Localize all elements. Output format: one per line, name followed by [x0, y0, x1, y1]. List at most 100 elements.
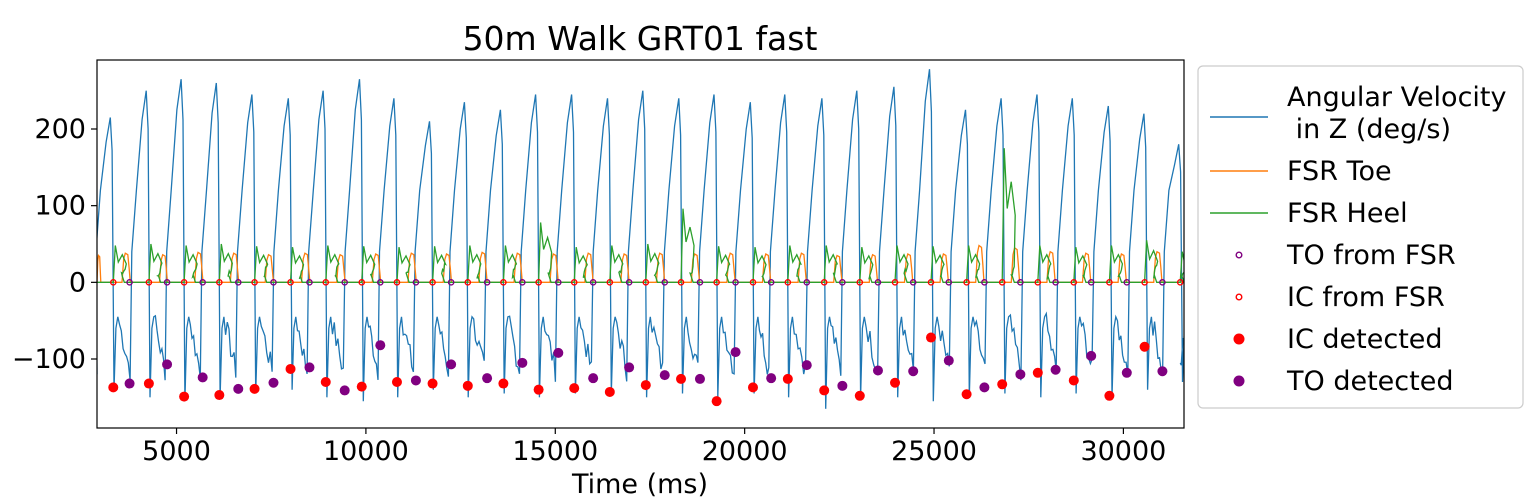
ic-detected-marker — [214, 390, 225, 401]
y-tick-label: 100 — [34, 191, 86, 222]
ic-from-fsr-marker — [642, 279, 650, 286]
to-detected-marker — [659, 370, 670, 381]
ic-from-fsr-marker — [393, 279, 401, 286]
ic-from-fsr-marker — [464, 279, 472, 286]
to-from-fsr-marker — [1052, 279, 1059, 286]
ic-from-fsr-marker — [606, 279, 614, 286]
to-from-fsr-marker — [234, 279, 242, 286]
ic-detected-marker — [108, 382, 119, 393]
ic-detected-marker — [676, 373, 687, 384]
to-detected-marker — [1157, 366, 1168, 377]
ic-detected-marker — [356, 381, 367, 392]
x-tick-label: 5000 — [142, 436, 211, 467]
to-from-fsr-marker — [199, 279, 206, 286]
ic-detected-marker — [925, 332, 936, 343]
legend-fsr-heel-label: FSR Heel — [1287, 198, 1408, 229]
to-detected-marker — [268, 377, 279, 388]
ic-detected-marker — [320, 377, 331, 387]
to-from-fsr-marker — [874, 279, 882, 286]
to-from-fsr-marker — [1123, 279, 1131, 286]
to-from-fsr-marker — [555, 279, 562, 286]
to-detected-marker — [766, 373, 777, 384]
to-from-fsr-marker — [483, 279, 491, 286]
ic-detected-marker — [462, 380, 473, 391]
ic-detected-marker — [249, 383, 260, 394]
legend: Angular Velocity in Z (deg/s) FSR Toe FSR … — [1197, 65, 1524, 409]
ic-from-fsr-marker — [820, 279, 828, 286]
ic-from-fsr-marker — [535, 279, 542, 286]
plot-series — [97, 69, 1184, 409]
legend-to-from-fsr-swatch — [1235, 251, 1243, 259]
ic-detected-marker — [711, 396, 722, 407]
fsr-toe-line — [97, 244, 1184, 283]
to-detected-marker — [837, 380, 848, 391]
y-tick-label: −100 — [12, 344, 86, 375]
ic-detected-marker — [854, 390, 865, 401]
ic-from-fsr-marker — [500, 279, 507, 286]
ic-detected-marker — [890, 377, 901, 388]
legend-ic-detected-swatch — [1233, 333, 1245, 345]
x-tick-label: 15000 — [512, 436, 598, 467]
ic-detected-marker — [498, 378, 509, 389]
to-from-fsr-marker — [696, 279, 704, 286]
to-from-fsr-marker — [270, 279, 277, 286]
ic-detected-marker — [1139, 341, 1150, 352]
legend-to-detected-swatch — [1233, 375, 1245, 387]
to-from-fsr-marker — [732, 279, 739, 286]
ic-from-fsr-marker — [1034, 279, 1042, 286]
to-from-fsr-marker — [767, 279, 775, 286]
to-from-fsr-marker — [377, 279, 384, 286]
ic-from-fsr-marker — [927, 279, 935, 286]
to-from-fsr-marker — [447, 279, 455, 286]
x-tick-label: 20000 — [702, 436, 788, 467]
x-tick-label: 10000 — [323, 436, 409, 467]
legend-box — [1197, 65, 1524, 409]
to-detected-marker — [375, 340, 386, 351]
to-detected-marker — [872, 365, 883, 376]
ic-from-fsr-marker — [749, 279, 757, 286]
ic-detected-marker — [747, 382, 758, 393]
to-detected-marker — [482, 373, 493, 384]
ic-from-fsr-marker — [216, 279, 223, 286]
ic-from-fsr-marker — [1106, 279, 1113, 286]
to-detected-marker — [1015, 369, 1026, 380]
ic-detected-marker — [782, 373, 793, 384]
ic-from-fsr-marker — [358, 279, 366, 286]
ic-from-fsr-marker — [891, 279, 899, 286]
ic-detected-marker — [427, 378, 438, 389]
fsr-heel-line — [97, 148, 1184, 283]
ic-from-fsr-marker — [1070, 279, 1078, 286]
ic-detected-marker — [1104, 390, 1115, 401]
ic-detected-marker — [1068, 375, 1079, 386]
to-detected-marker — [304, 362, 315, 373]
plot-frame — [96, 59, 1185, 429]
ic-from-fsr-marker — [287, 279, 294, 286]
to-detected-marker — [730, 347, 741, 358]
to-detected-marker — [446, 359, 457, 370]
ic-detected-marker — [997, 379, 1008, 390]
to-detected-marker — [979, 382, 990, 393]
to-from-fsr-marker — [126, 279, 133, 286]
ic-detected-marker — [819, 385, 830, 396]
to-detected-marker — [694, 373, 705, 384]
ic-from-fsr-marker — [145, 279, 153, 286]
to-detected-marker — [943, 355, 954, 366]
to-detected-marker — [124, 378, 135, 389]
to-detected-marker — [339, 385, 350, 396]
ic-from-fsr-marker — [784, 279, 792, 286]
to-detected-marker — [1086, 350, 1097, 361]
x-tick-label: 25000 — [891, 436, 977, 467]
ic-from-fsr-marker — [998, 279, 1006, 286]
y-tick-label: 0 — [69, 267, 86, 298]
ic-detected-marker — [179, 391, 190, 402]
ic-from-fsr-marker — [322, 279, 330, 286]
to-from-fsr-marker — [412, 279, 420, 286]
ic-detected-marker — [1032, 367, 1043, 378]
x-axis: 5000 10000 15000 20000 25000 30000 — [142, 428, 1166, 467]
ic-detected-marker — [604, 386, 615, 397]
ic-detected-marker — [640, 380, 651, 391]
ic-detected-marker — [533, 384, 544, 395]
to-detected-marker — [908, 366, 919, 377]
ic-from-fsr-marker — [713, 279, 720, 286]
